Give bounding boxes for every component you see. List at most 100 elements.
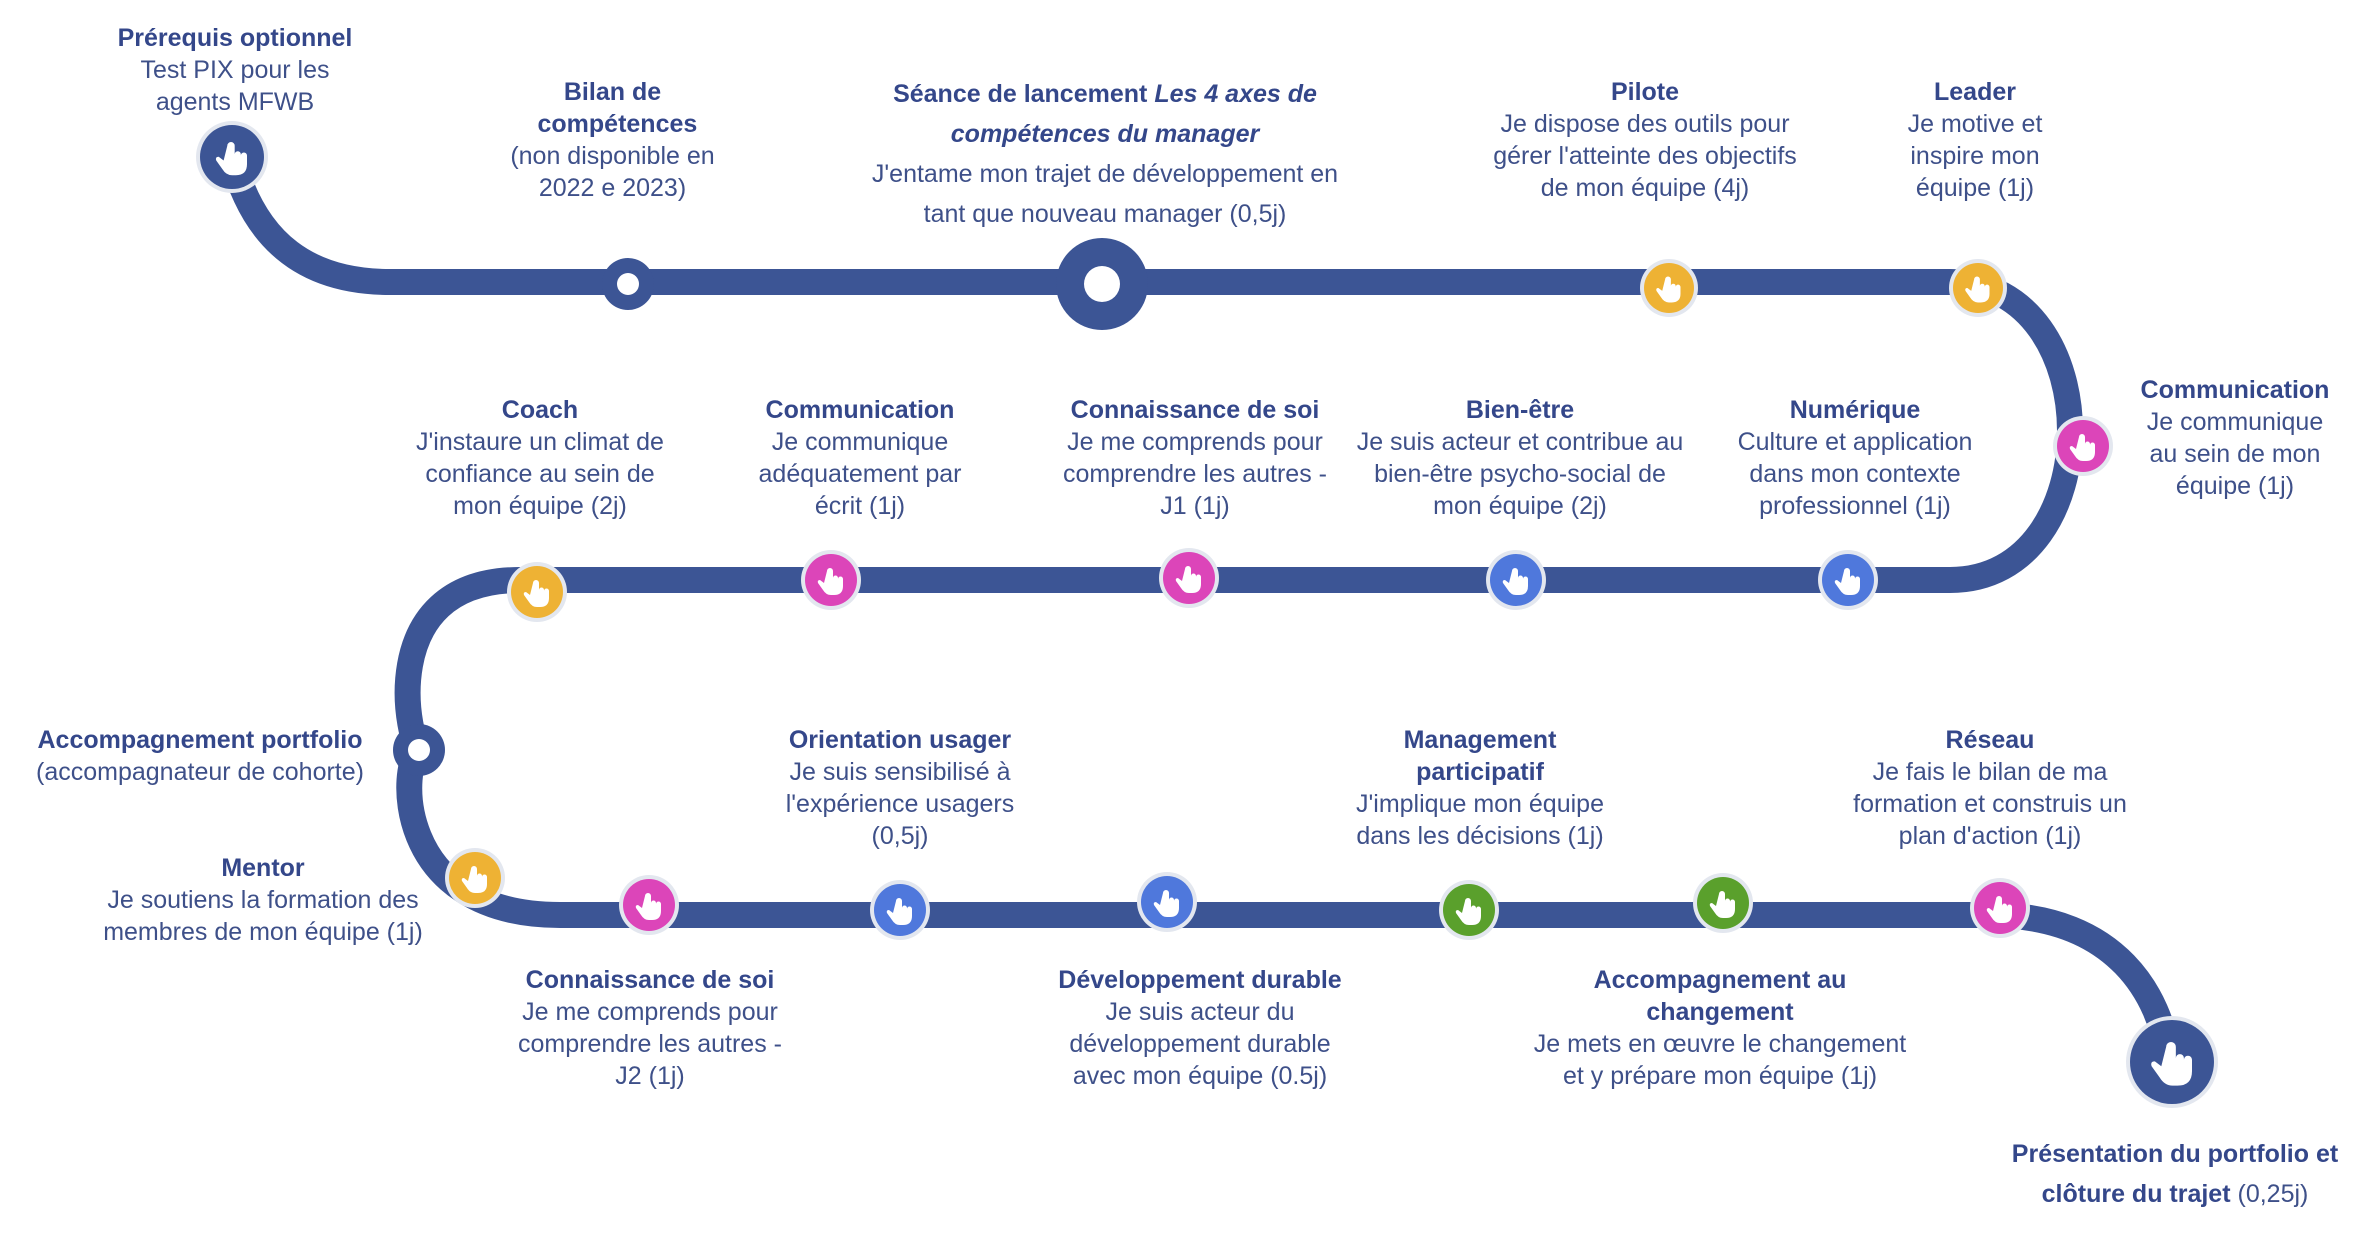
milestone-desc: (0,25j) [2237,1180,2309,1208]
milestone-label-connaissance-1: Connaissance de soi Je me comprends pour… [1030,394,1360,522]
milestone-title: Leader [1934,78,2016,106]
milestone-marker-communication-2[interactable] [801,550,861,610]
milestone-title: Mentor [221,854,305,882]
hand-pointer-icon [1502,568,1528,595]
milestone-label-cloture: Présentation du portfolio et clôture du … [2000,1134,2350,1214]
milestone-marker-connaissance-1[interactable] [1159,548,1219,608]
milestone-desc: Je suis sensibilisé à l'expérience usage… [785,758,1015,850]
hand-pointer-icon [817,568,843,595]
milestone-marker-mentor[interactable] [445,848,505,908]
milestone-marker-portfolio [393,724,445,776]
milestone-marker-leader[interactable] [1949,259,2007,317]
milestone-title: Accompagnement au changement [1593,966,1847,1026]
milestone-desc: Culture et application dans mon contexte… [1737,428,1973,520]
milestone-title: Connaissance de soi [1070,396,1320,424]
milestone-title: Connaissance de soi [525,966,775,994]
milestone-label-prerequis: Prérequis optionnel Test PIX pour les ag… [85,22,385,118]
milestone-title: Coach [501,396,579,424]
milestone-label-communication-1: Communication Je communique au sein de m… [2120,374,2350,502]
milestone-label-pilote: Pilote Je dispose des outils pour gérer … [1465,76,1825,204]
milestone-label-portfolio: Accompagnement portfolio (accompagnateur… [20,724,380,788]
marker-hole [1084,266,1120,302]
milestone-label-changement: Accompagnement au changement Je mets en … [1520,964,1920,1092]
milestone-title: Réseau [1945,726,2035,754]
milestone-desc: J'entame mon trajet de développement en … [871,160,1339,228]
milestone-title-main: Présentation du portfolio et clôture du … [2011,1140,2339,1208]
hand-pointer-icon [2151,1042,2192,1086]
hand-pointer-icon [1656,276,1681,303]
milestone-desc: Je me comprends pour comprendre les autr… [1062,428,1327,520]
milestone-title: Développement durable [1058,966,1342,994]
hand-pointer-icon [2069,434,2095,461]
milestone-title-italic: Les 4 axes de compétences du manager [950,80,1317,148]
milestone-desc: Je communique au sein de mon équipe (1j) [2146,408,2324,500]
milestone-marker-prerequis[interactable] [196,121,268,193]
milestone-label-mentor: Mentor Je soutiens la formation des memb… [88,852,438,948]
milestone-desc: Je mets en œuvre le changement et y prép… [1533,1030,1907,1090]
milestone-label-coach: Coach J'instaure un climat de confiance … [395,394,685,522]
milestone-label-communication-2: Communication Je communique adéquatement… [720,394,1000,522]
milestone-marker-bien-etre[interactable] [1486,550,1546,610]
milestone-marker-orientation[interactable] [870,880,930,940]
hand-pointer-icon [461,866,487,893]
milestone-title: Séance de lancement Les 4 axes de compét… [890,74,1320,154]
milestone-title: Bilan de compétences [537,78,698,138]
hand-pointer-icon [1175,566,1201,593]
marker-hole [408,739,430,761]
milestone-marker-reseau[interactable] [1970,878,2030,938]
milestone-label-orientation: Orientation usager Je suis sensibilisé à… [755,724,1045,852]
milestone-marker-numerique[interactable] [1818,550,1878,610]
milestone-desc: Je me comprends pour comprendre les autr… [517,998,782,1090]
milestone-desc: Je fais le bilan de ma formation et cons… [1853,758,2127,850]
milestone-marker-coach[interactable] [507,562,567,622]
milestone-desc: Je suis acteur du développement durable … [1069,998,1331,1090]
milestone-title-main: Séance de lancement [893,80,1148,108]
milestone-desc: J'instaure un climat de confiance au sei… [416,428,664,520]
milestone-label-lancement: Séance de lancement Les 4 axes de compét… [855,74,1355,234]
milestone-desc: Je soutiens la formation des membres de … [103,886,423,946]
milestone-label-bilan: Bilan de compétences (non disponible en … [490,76,735,204]
milestone-desc: Je suis acteur et contribue au bien-être… [1356,428,1684,520]
marker-hole [617,273,639,295]
milestone-title: Communication [2140,376,2330,404]
hand-pointer-icon [523,580,549,607]
milestone-title: Accompagnement portfolio [37,726,363,754]
milestone-label-connaissance-2: Connaissance de soi Je me comprends pour… [490,964,810,1092]
milestone-marker-communication-1[interactable] [2053,416,2113,476]
hand-pointer-icon [1986,896,2012,923]
milestone-title: Pilote [1610,78,1680,106]
milestone-label-reseau: Réseau Je fais le bilan de ma formation … [1830,724,2150,852]
milestone-title: Management participatif [1403,726,1557,786]
milestone-marker-changement[interactable] [1693,873,1753,933]
milestone-desc: (accompagnateur de cohorte) [36,758,364,786]
milestone-label-leader: Leader Je motive et inspire mon équipe (… [1875,76,2075,204]
milestone-title: Présentation du portfolio et clôture du … [2010,1134,2340,1214]
hand-pointer-icon [1834,568,1860,595]
milestone-title: Bien-être [1465,396,1575,424]
milestone-desc: (non disponible en 2022 e 2023) [510,142,715,202]
milestone-marker-bilan [602,258,654,310]
milestone-marker-durable[interactable] [1137,872,1197,932]
milestone-label-numerique: Numérique Culture et application dans mo… [1705,394,2005,522]
milestone-marker-connaissance-2[interactable] [619,875,679,935]
hand-pointer-icon [635,893,661,920]
milestone-marker-pilote[interactable] [1640,259,1698,317]
hand-pointer-icon [1709,891,1735,918]
hand-pointer-icon [1965,276,1990,303]
hand-pointer-icon [886,898,912,925]
milestone-label-bien-etre: Bien-être Je suis acteur et contribue au… [1340,394,1700,522]
milestone-desc: Test PIX pour les agents MFWB [140,56,330,116]
milestone-desc: J'implique mon équipe dans les décisions… [1356,790,1604,850]
milestone-desc: Je motive et inspire mon équipe (1j) [1907,110,2043,202]
milestone-desc: Je communique adéquatement par écrit (1j… [758,428,962,520]
milestone-marker-lancement [1056,238,1148,330]
milestone-title: Numérique [1789,396,1921,424]
hand-pointer-icon [215,142,247,176]
hand-pointer-icon [1153,890,1179,917]
milestone-marker-cloture[interactable] [2126,1016,2218,1108]
milestone-title: Orientation usager [788,726,1012,754]
milestone-label-durable: Développement durable Je suis acteur du … [1030,964,1370,1092]
milestone-marker-participatif[interactable] [1439,880,1499,940]
milestone-label-participatif: Management participatif J'implique mon é… [1320,724,1640,852]
